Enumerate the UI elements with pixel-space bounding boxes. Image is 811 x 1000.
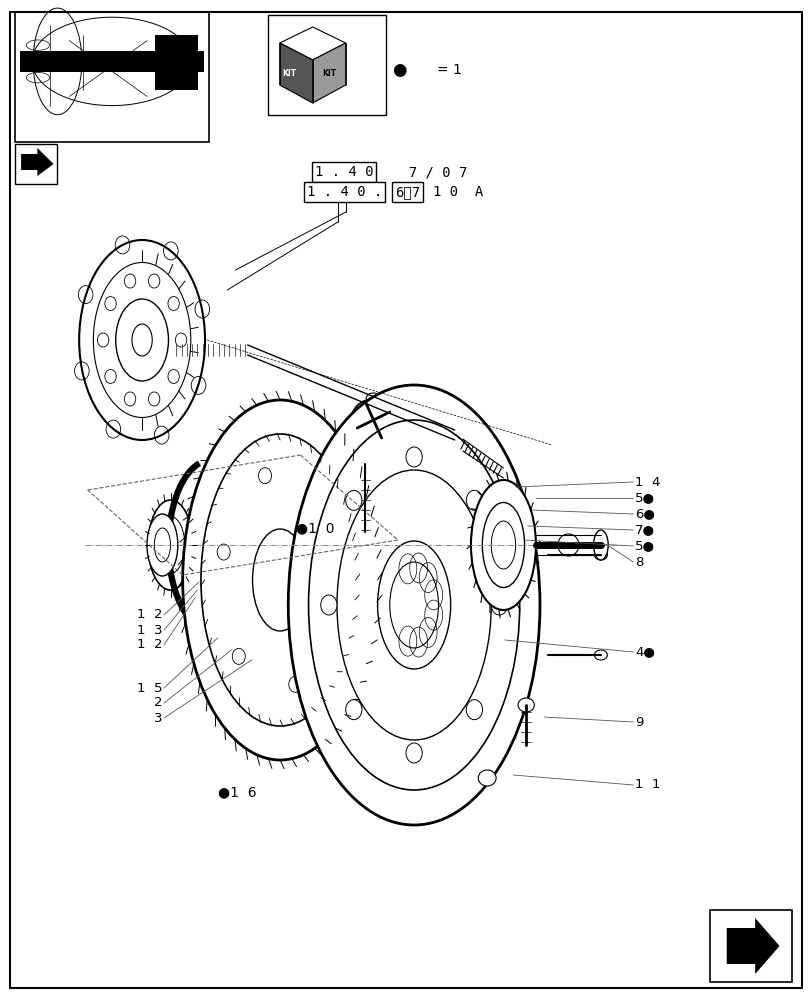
- Circle shape: [345, 490, 362, 510]
- Text: KIT: KIT: [281, 68, 296, 78]
- Ellipse shape: [308, 420, 519, 790]
- Ellipse shape: [593, 530, 607, 560]
- Circle shape: [496, 478, 503, 486]
- Circle shape: [315, 496, 328, 512]
- Text: 6●: 6●: [634, 508, 654, 520]
- Text: 1  3: 1 3: [137, 624, 162, 637]
- Circle shape: [490, 467, 496, 475]
- Polygon shape: [279, 27, 345, 60]
- Circle shape: [258, 468, 271, 484]
- Ellipse shape: [148, 500, 192, 590]
- Text: 5●: 5●: [634, 540, 654, 552]
- Ellipse shape: [517, 698, 534, 712]
- Circle shape: [320, 595, 337, 615]
- Ellipse shape: [377, 541, 450, 669]
- Text: 8: 8: [634, 556, 642, 568]
- Text: 3: 3: [154, 712, 162, 724]
- Circle shape: [470, 478, 477, 486]
- Bar: [710, 910, 791, 982]
- Ellipse shape: [594, 650, 607, 660]
- Ellipse shape: [594, 550, 607, 560]
- Text: 1  2: 1 2: [137, 639, 162, 652]
- Circle shape: [406, 447, 422, 467]
- Ellipse shape: [470, 480, 535, 610]
- Circle shape: [289, 676, 302, 692]
- Text: 1 0  A: 1 0 A: [432, 185, 483, 199]
- Text: 6⁄7: 6⁄7: [394, 185, 419, 199]
- Circle shape: [406, 743, 422, 763]
- Text: 1  5: 1 5: [137, 682, 162, 694]
- Text: 7 / 0 7: 7 / 0 7: [392, 165, 467, 179]
- Bar: [15, 144, 58, 184]
- Text: ●1  6: ●1 6: [217, 785, 256, 799]
- Ellipse shape: [147, 514, 178, 576]
- Circle shape: [466, 700, 482, 720]
- Ellipse shape: [182, 400, 377, 760]
- Circle shape: [217, 544, 230, 560]
- Text: 1  2: 1 2: [137, 608, 162, 621]
- Circle shape: [477, 489, 483, 497]
- Circle shape: [491, 595, 507, 615]
- Text: = 1: = 1: [436, 63, 461, 77]
- Text: 1  4: 1 4: [634, 476, 659, 488]
- Text: 1 . 4 0: 1 . 4 0: [315, 165, 373, 179]
- Circle shape: [490, 489, 496, 497]
- Ellipse shape: [200, 434, 358, 726]
- Text: 9: 9: [634, 716, 642, 728]
- Ellipse shape: [389, 562, 438, 648]
- Text: 7●: 7●: [634, 524, 654, 536]
- Ellipse shape: [482, 502, 524, 587]
- Text: 4●: 4●: [634, 646, 654, 658]
- Text: 2: 2: [154, 696, 162, 710]
- Text: ●1  0: ●1 0: [296, 521, 334, 535]
- Bar: [20, 51, 204, 72]
- Circle shape: [477, 467, 483, 475]
- Bar: [268, 15, 385, 115]
- Circle shape: [232, 648, 245, 664]
- Bar: [15, 12, 209, 142]
- Ellipse shape: [337, 470, 491, 740]
- Ellipse shape: [468, 463, 505, 501]
- Polygon shape: [279, 43, 312, 103]
- Text: 5●: 5●: [634, 491, 654, 504]
- Ellipse shape: [288, 385, 539, 825]
- Circle shape: [330, 600, 343, 616]
- Circle shape: [466, 490, 482, 510]
- Ellipse shape: [252, 529, 307, 631]
- Text: 1  1: 1 1: [634, 778, 659, 792]
- Bar: [155, 35, 198, 90]
- Circle shape: [345, 700, 362, 720]
- Polygon shape: [312, 43, 345, 103]
- Polygon shape: [726, 918, 779, 974]
- Ellipse shape: [557, 534, 578, 556]
- Text: ●: ●: [392, 61, 406, 79]
- Ellipse shape: [355, 448, 375, 464]
- Text: KIT: KIT: [322, 68, 336, 78]
- Text: 1 . 4 0 .: 1 . 4 0 .: [307, 185, 382, 199]
- Polygon shape: [21, 148, 54, 176]
- Ellipse shape: [478, 770, 496, 786]
